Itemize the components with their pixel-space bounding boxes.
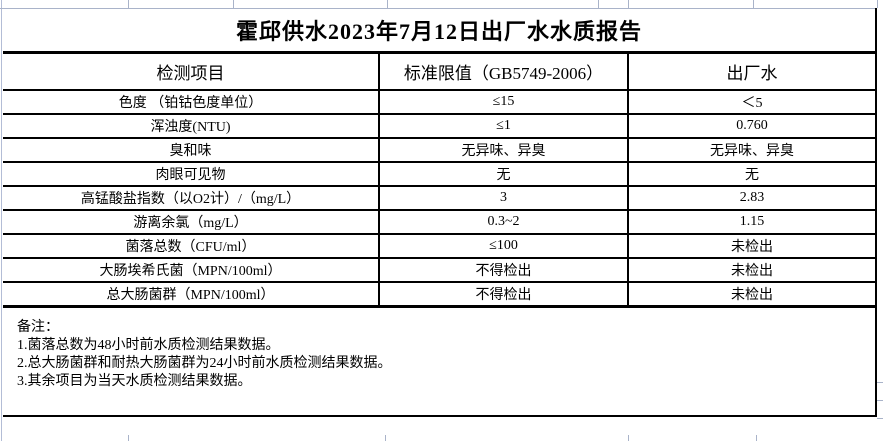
cell-standard-limit: 0.3~2: [378, 209, 629, 235]
title-row: 霍邱供水2023年7月12日出厂水水质报告: [3, 8, 878, 54]
column-header-standard-limit: 标准限值（GB5749-2006）: [378, 51, 629, 91]
cell-test-item: 高锰酸盐指数（以O2计）/（mg/L）: [3, 185, 380, 211]
gridline-tick: [128, 435, 129, 441]
cell-standard-limit: 3: [378, 185, 629, 211]
cell-outflow-value: ＜5: [626, 89, 878, 115]
cell-outflow-value: 2.83: [626, 185, 878, 211]
gridline-tick: [877, 0, 878, 8]
gridline-tick: [598, 0, 599, 8]
cell-test-item: 大肠埃希氏菌（MPN/100ml）: [3, 257, 380, 283]
cell-standard-limit: ≤15: [378, 89, 629, 115]
gridline-tick: [877, 418, 883, 419]
note-item-2: 2.总大肠菌群和耐热大肠菌群为24小时前水质检测结果数据。: [17, 356, 392, 371]
cell-test-item: 浑浊度(NTU): [3, 113, 380, 139]
cell-standard-limit: 不得检出: [378, 281, 629, 308]
cell-outflow-value: 未检出: [626, 233, 878, 259]
table-row: 游离余氯（mg/L） 0.3~2 1.15: [3, 209, 878, 235]
gridline-tick: [128, 0, 129, 8]
gridline-tick: [877, 400, 883, 401]
notes-label: 备注：: [17, 320, 59, 335]
gridline-tick: [628, 0, 629, 8]
notes-row: 备注： 1.菌落总数为48小时前水质检测结果数据。 2.总大肠菌群和耐热大肠菌群…: [3, 305, 878, 417]
cell-standard-limit: 无异味、异臭: [378, 137, 629, 163]
cell-outflow-value: 无异味、异臭: [626, 137, 878, 163]
table-row: 浑浊度(NTU) ≤1 0.760: [3, 113, 878, 139]
cell-test-item: 色度 （铂钴色度单位）: [3, 89, 380, 115]
cell-test-item: 菌落总数（CFU/ml）: [3, 233, 380, 259]
table-row: 高锰酸盐指数（以O2计）/（mg/L） 3 2.83: [3, 185, 878, 211]
cell-outflow-value: 未检出: [626, 281, 878, 308]
cell-standard-limit: 无: [378, 161, 629, 187]
gridline-tick: [756, 435, 757, 441]
table-row: 色度 （铂钴色度单位） ≤15 ＜5: [3, 89, 878, 115]
note-item-1: 1.菌落总数为48小时前水质检测结果数据。: [17, 338, 280, 353]
gridline-tick: [628, 435, 629, 441]
table-row: 总大肠菌群（MPN/100ml） 不得检出 未检出: [3, 281, 878, 308]
cell-test-item: 肉眼可见物: [3, 161, 380, 187]
gridline-tick: [877, 382, 883, 383]
notes-cell: 备注： 1.菌落总数为48小时前水质检测结果数据。 2.总大肠菌群和耐热大肠菌群…: [3, 305, 878, 417]
cell-outflow-value: 无: [626, 161, 878, 187]
column-header-outflow-water: 出厂水: [626, 51, 878, 91]
table-row: 大肠埃希氏菌（MPN/100ml） 不得检出 未检出: [3, 257, 878, 283]
sheet-left-gridline: [1, 0, 2, 441]
cell-outflow-value: 未检出: [626, 257, 878, 283]
gridline-tick: [385, 435, 386, 441]
gridline-tick: [233, 0, 234, 8]
water-quality-report-table: 霍邱供水2023年7月12日出厂水水质报告 检测项目 标准限值（GB5749-2…: [3, 8, 878, 417]
note-item-3: 3.其余项目为当天水质检测结果数据。: [17, 374, 252, 389]
report-title: 霍邱供水2023年7月12日出厂水水质报告: [3, 8, 878, 54]
gridline-tick: [753, 0, 754, 8]
table-row: 臭和味 无异味、异臭 无异味、异臭: [3, 137, 878, 163]
cell-test-item: 总大肠菌群（MPN/100ml）: [3, 281, 380, 308]
cell-standard-limit: ≤100: [378, 233, 629, 259]
header-row: 检测项目 标准限值（GB5749-2006） 出厂水: [3, 51, 878, 91]
column-header-item: 检测项目: [3, 51, 380, 91]
gridline-tick: [387, 0, 388, 8]
cell-standard-limit: ≤1: [378, 113, 629, 139]
cell-outflow-value: 0.760: [626, 113, 878, 139]
cell-outflow-value: 1.15: [626, 209, 878, 235]
cell-test-item: 游离余氯（mg/L）: [3, 209, 380, 235]
cell-test-item: 臭和味: [3, 137, 380, 163]
table-row: 菌落总数（CFU/ml） ≤100 未检出: [3, 233, 878, 259]
table-row: 肉眼可见物 无 无: [3, 161, 878, 187]
cell-standard-limit: 不得检出: [378, 257, 629, 283]
report-table-body: 色度 （铂钴色度单位） ≤15 ＜5 浑浊度(NTU) ≤1 0.760 臭和味…: [3, 89, 878, 308]
